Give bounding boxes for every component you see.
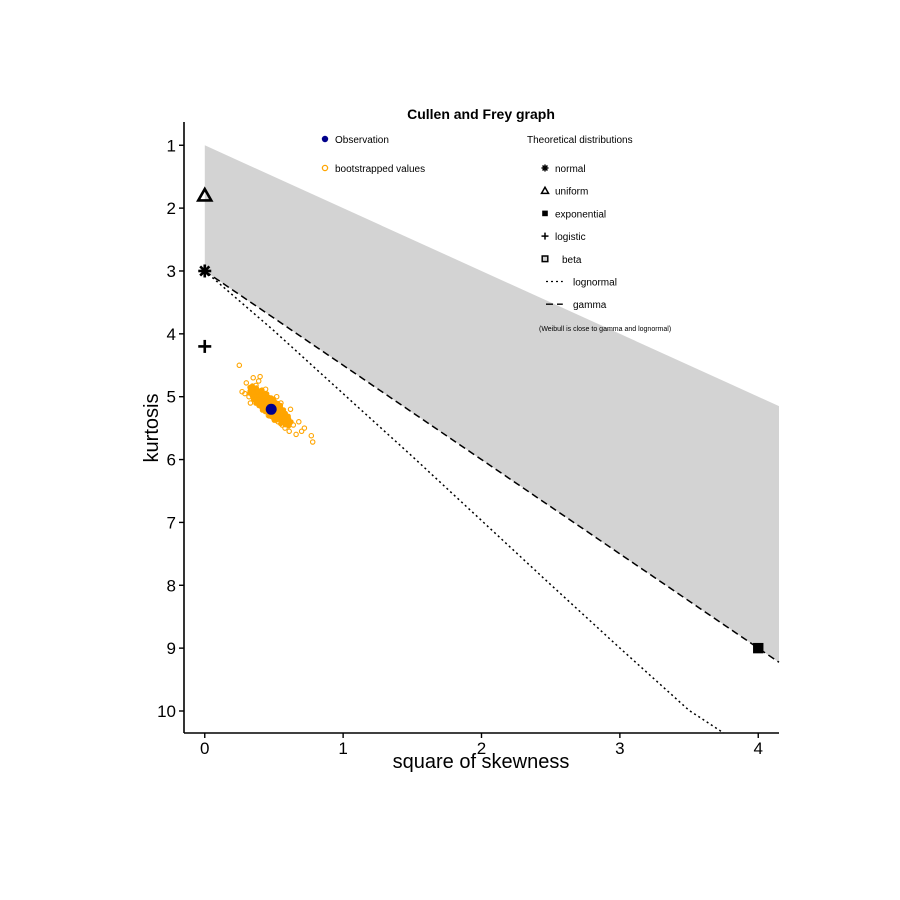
bootstrap-point xyxy=(250,396,256,402)
bootstrap-point xyxy=(286,428,292,435)
y-tick-label: 3 xyxy=(167,262,176,281)
bootstrap-point xyxy=(308,432,315,439)
x-tick-label: 3 xyxy=(615,739,624,758)
y-tick-label: 9 xyxy=(167,639,176,658)
exponential-marker xyxy=(753,642,764,654)
y-tick-label: 8 xyxy=(167,576,176,595)
bootstrap-point xyxy=(277,421,284,427)
bootstrap-point xyxy=(288,419,294,425)
bootstrap-point xyxy=(270,396,277,402)
beta-region-layer xyxy=(204,145,780,663)
bootstrap-point xyxy=(296,419,302,425)
bootstrap-points-layer xyxy=(236,362,316,445)
exponential-legend-label: exponential xyxy=(555,209,606,220)
x-tick-label: 2 xyxy=(477,739,486,758)
logistic-marker xyxy=(198,339,212,353)
bootstrap-point xyxy=(277,402,284,408)
uniform-legend-symbol xyxy=(540,185,550,195)
y-tick-label: 10 xyxy=(157,702,176,721)
bootstrap-point xyxy=(243,380,250,386)
observation-legend-symbol xyxy=(321,135,329,143)
bootstrap-point xyxy=(287,406,294,413)
distribution-legend-title: Theoretical distributions xyxy=(527,135,633,146)
lognormal-legend-label: lognormal xyxy=(573,278,617,289)
y-tick-label: 4 xyxy=(167,325,176,344)
distribution-markers-layer xyxy=(196,186,764,654)
bootstrap-point xyxy=(293,431,299,438)
bootstrap-point xyxy=(257,373,263,380)
bootstrap-point xyxy=(285,413,291,419)
bootstrap-point xyxy=(247,400,254,406)
bootstrap-legend-symbol xyxy=(321,164,329,172)
uniform-marker xyxy=(196,186,214,202)
bootstrap-point xyxy=(301,425,308,431)
y-tick-label: 6 xyxy=(167,451,176,470)
bootstrap-point xyxy=(259,387,265,393)
bootstrap-point xyxy=(236,362,243,369)
y-axis-title: kurtosis xyxy=(141,394,163,463)
beta-legend-symbol xyxy=(541,255,549,263)
normal-marker xyxy=(198,264,212,278)
exponential-legend-symbol xyxy=(542,210,548,217)
y-tick-label: 5 xyxy=(167,388,176,407)
distribution-lines-layer xyxy=(204,270,780,734)
gamma-legend-label: gamma xyxy=(573,300,607,311)
beta-legend-label: beta xyxy=(562,255,582,266)
bootstrap-point xyxy=(247,390,253,396)
bootstrap-point xyxy=(253,400,259,406)
gamma-line xyxy=(204,270,780,663)
bootstrap-point xyxy=(250,375,256,381)
distribution-legend-note: (Weibull is close to gamma and lognormal… xyxy=(539,326,671,333)
y-tick-label: 7 xyxy=(167,513,176,532)
bootstrap-point xyxy=(286,423,292,429)
ticks-layer: 0 1 2 3 4 1 2 3 4 5 6 7 8 9 10 xyxy=(157,136,763,758)
bootstrap-point xyxy=(309,439,316,445)
x-tick-label: 4 xyxy=(754,739,763,758)
bootstrap-point xyxy=(280,407,287,413)
y-tick-label: 2 xyxy=(167,199,176,218)
y-tick-label: 1 xyxy=(167,136,176,155)
normal-legend-symbol xyxy=(541,164,549,172)
observation-point xyxy=(265,403,277,415)
x-axis-title: square of skewness xyxy=(393,751,570,773)
bootstrap-point xyxy=(271,417,277,423)
chart-title: Cullen and Frey graph xyxy=(407,106,555,122)
bootstrap-point xyxy=(298,428,305,435)
normal-legend-label: normal xyxy=(555,164,586,175)
legend-observations: Observation bootstrapped values xyxy=(321,135,425,175)
logistic-legend-symbol xyxy=(541,232,549,240)
beta-region xyxy=(204,145,780,663)
bootstrap-point xyxy=(255,378,262,384)
x-tick-label: 0 xyxy=(200,739,209,758)
observation-legend-label: Observation xyxy=(335,135,389,146)
bootstrap-point xyxy=(253,385,259,391)
bootstrap-point xyxy=(259,407,265,413)
bootstrap-point xyxy=(249,383,255,389)
distribution-legend-items: normal uniform exponential logistic beta logn… xyxy=(540,164,617,311)
bootstrap-point xyxy=(264,391,270,397)
x-tick-label: 1 xyxy=(338,739,347,758)
bootstrap-legend-label: bootstrapped values xyxy=(335,164,425,175)
legend-distributions: Theoretical distributions normal uniform e… xyxy=(527,135,671,333)
uniform-legend-label: uniform xyxy=(555,187,588,198)
logistic-legend-label: logistic xyxy=(555,232,586,243)
